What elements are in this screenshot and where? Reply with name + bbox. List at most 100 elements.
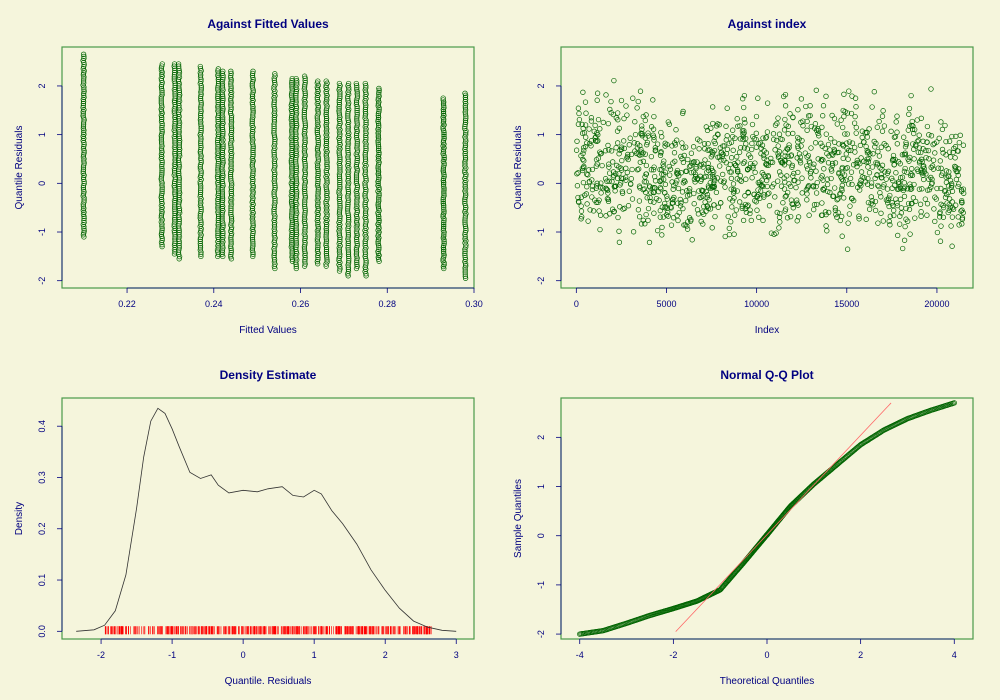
data-point — [376, 246, 382, 253]
data-point — [589, 186, 596, 193]
data-point — [323, 138, 330, 145]
data-point — [354, 240, 360, 247]
data-point — [462, 142, 469, 148]
data-point — [215, 215, 222, 222]
data-point — [729, 133, 736, 140]
data-point — [730, 127, 736, 133]
data-point — [660, 214, 667, 220]
data-point — [249, 197, 256, 203]
data-point — [219, 126, 226, 133]
data-point — [823, 223, 829, 229]
data-point — [940, 150, 946, 156]
data-point — [462, 152, 468, 159]
data-point — [621, 115, 627, 122]
data-point — [621, 138, 627, 144]
data-point — [440, 214, 446, 220]
data-point — [893, 119, 899, 125]
data-point — [249, 205, 256, 212]
data-point — [891, 212, 897, 219]
data-point — [462, 123, 468, 130]
data-point — [587, 207, 593, 213]
data-point — [949, 205, 956, 211]
data-point — [228, 152, 234, 159]
data-point — [889, 185, 895, 191]
y-tick-label: 2 — [37, 83, 47, 88]
data-point — [159, 168, 165, 174]
data-point — [918, 213, 924, 219]
x-tick-label: 1 — [312, 650, 317, 660]
data-point — [250, 128, 256, 135]
data-point — [219, 216, 225, 222]
data-point — [441, 210, 447, 216]
data-point — [462, 234, 469, 240]
data-point — [632, 119, 638, 125]
data-point — [689, 237, 695, 243]
data-point — [905, 127, 911, 133]
data-point — [631, 140, 637, 146]
data-point — [687, 186, 693, 192]
data-point — [742, 120, 748, 126]
data-point — [953, 164, 959, 170]
data-point — [758, 182, 764, 189]
data-point — [354, 199, 360, 205]
data-point — [636, 214, 643, 220]
data-point — [337, 158, 343, 165]
data-point — [870, 151, 876, 157]
data-point — [923, 147, 929, 154]
data-point — [650, 184, 656, 191]
data-point — [623, 177, 629, 183]
data-point — [440, 110, 447, 117]
y-tick-label: -2 — [536, 277, 546, 285]
data-point — [294, 78, 300, 84]
data-point — [441, 206, 447, 212]
y-tick-label: 0 — [536, 181, 546, 186]
data-point — [932, 150, 938, 156]
data-point — [756, 214, 762, 220]
data-point — [864, 156, 870, 162]
data-point — [698, 176, 705, 183]
data-point — [785, 123, 791, 129]
data-point — [337, 167, 343, 173]
data-point — [336, 104, 342, 110]
data-point — [441, 204, 447, 210]
data-point — [158, 231, 165, 237]
data-point — [159, 81, 165, 88]
data-point — [293, 169, 300, 176]
data-point — [636, 166, 642, 172]
data-point — [249, 245, 256, 251]
data-point — [219, 205, 225, 212]
data-point — [158, 118, 165, 125]
data-point — [861, 139, 867, 145]
data-point — [293, 240, 299, 246]
data-point — [219, 193, 226, 199]
data-point — [765, 173, 771, 179]
data-point — [667, 172, 673, 178]
data-point — [891, 207, 897, 214]
data-point — [657, 152, 664, 159]
data-point — [215, 144, 221, 150]
data-point — [949, 243, 955, 249]
data-point — [705, 160, 711, 167]
data-point — [697, 173, 704, 179]
data-point — [617, 147, 623, 153]
data-point — [220, 128, 226, 135]
data-point — [874, 124, 880, 130]
data-point — [902, 150, 908, 156]
data-point — [697, 138, 703, 144]
data-point — [81, 205, 87, 211]
data-point — [953, 176, 960, 183]
data-point — [672, 158, 678, 164]
data-point — [857, 160, 863, 167]
data-point — [745, 166, 751, 172]
data-point — [657, 166, 663, 173]
data-point — [734, 116, 740, 122]
data-point — [916, 132, 922, 138]
data-point — [686, 192, 693, 198]
data-point — [866, 206, 873, 212]
data-point — [724, 146, 731, 152]
data-point — [323, 228, 330, 234]
data-point — [220, 145, 226, 151]
data-point — [743, 209, 750, 216]
data-point — [354, 93, 361, 99]
data-point — [934, 185, 940, 192]
